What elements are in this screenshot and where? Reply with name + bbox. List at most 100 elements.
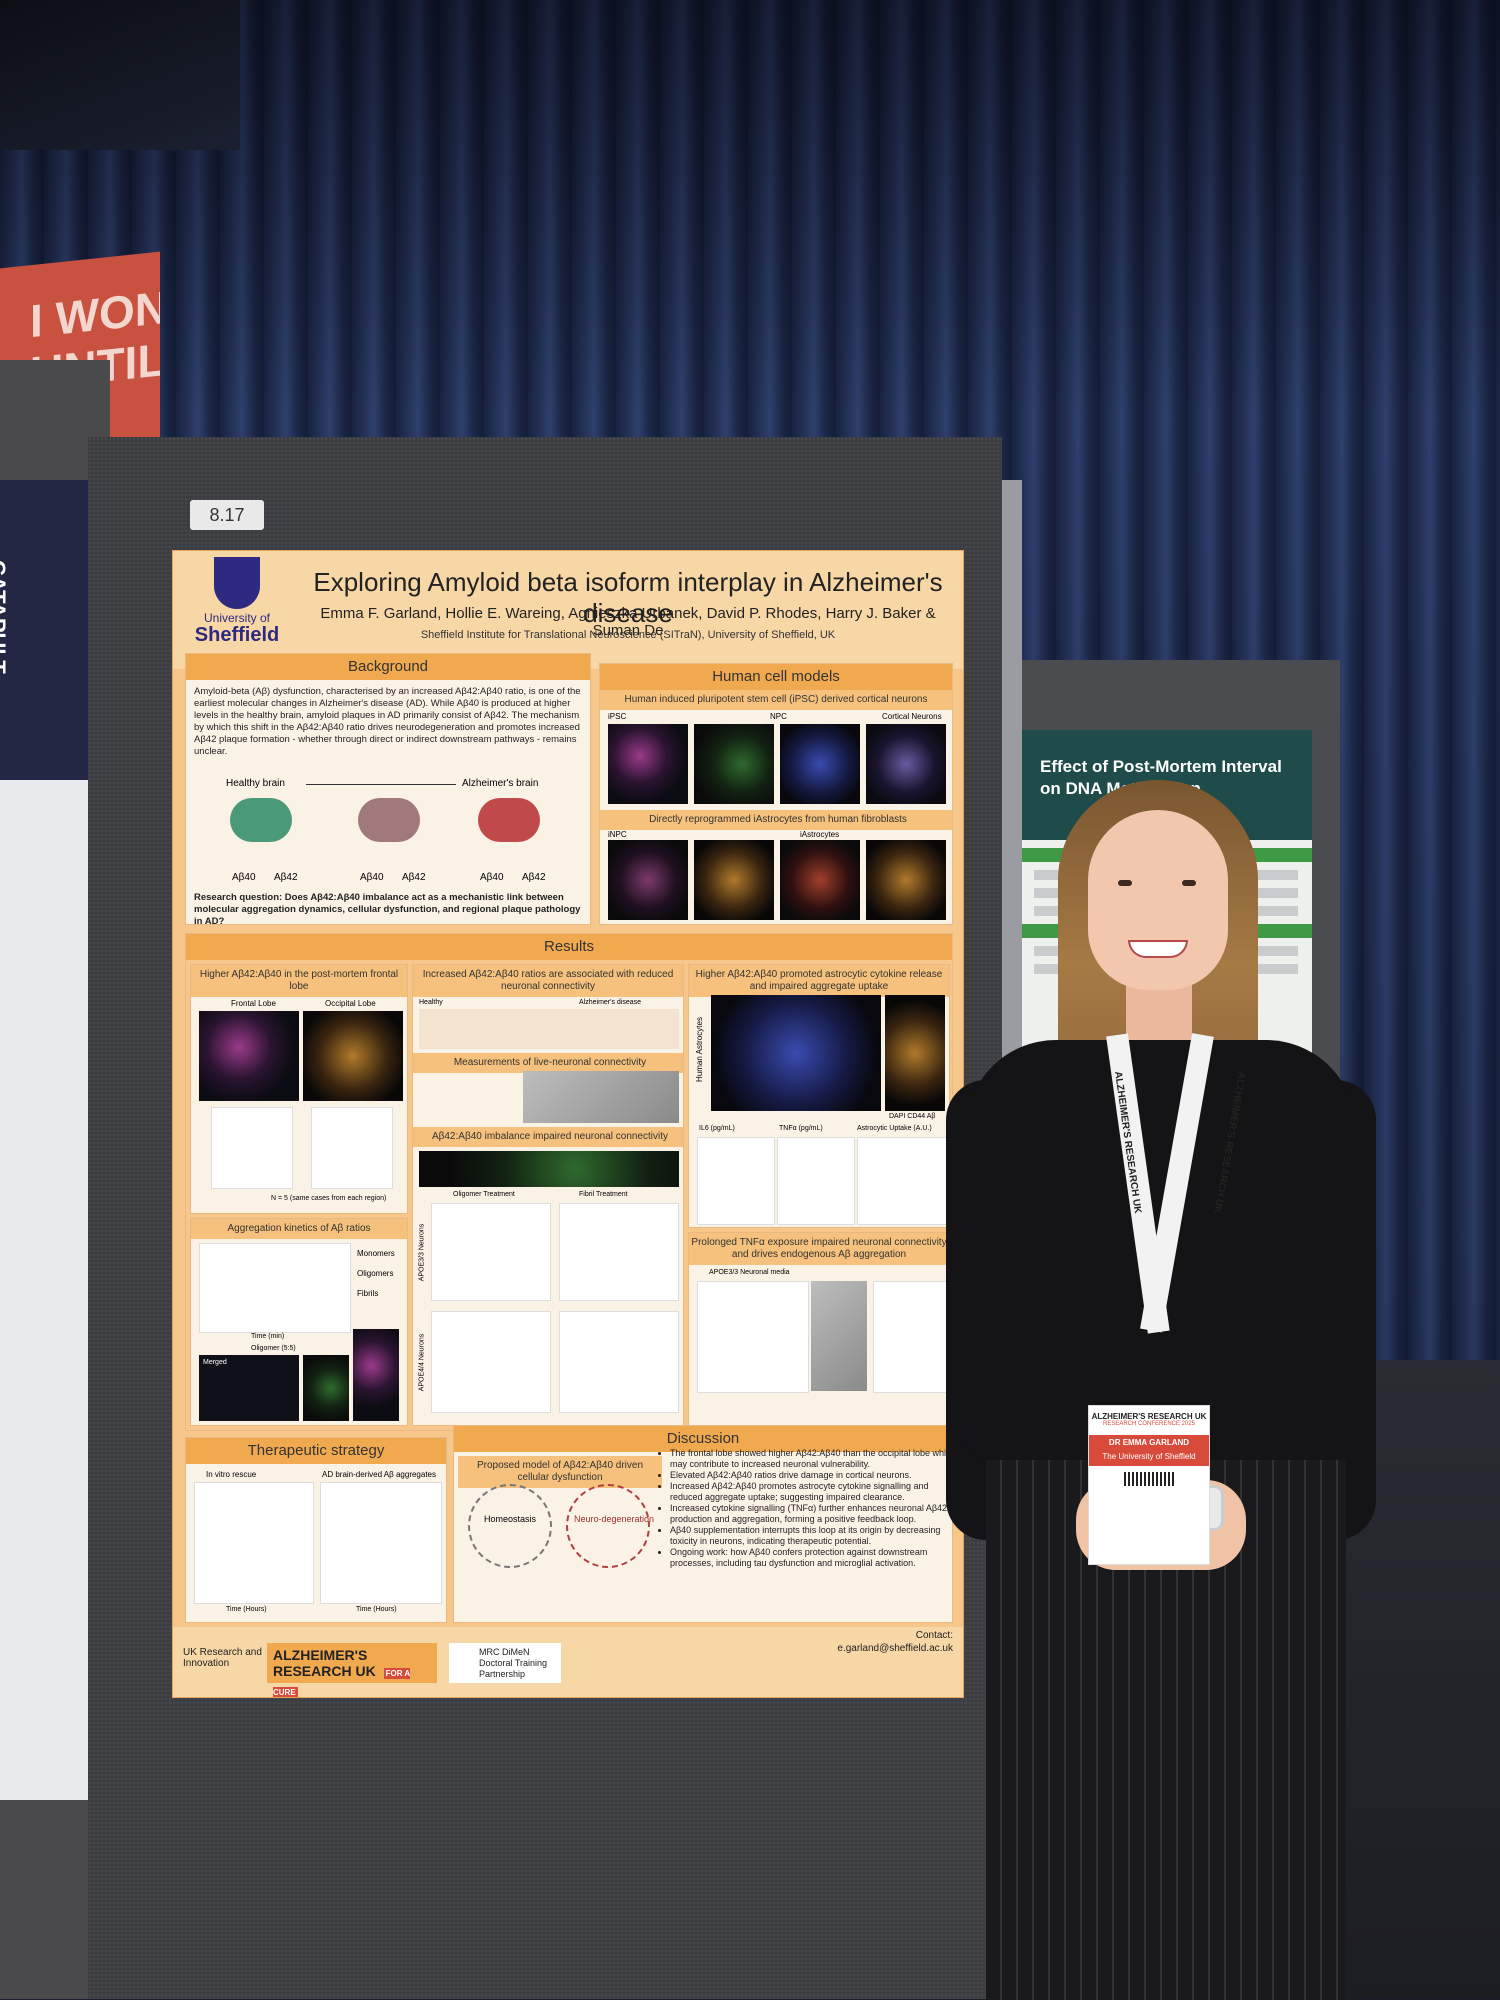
microscopy-image <box>608 724 688 804</box>
aruk-name: ALZHEIMER'S RESEARCH UK <box>273 1647 376 1679</box>
discussion-panel: Discussion Proposed model of Aβ42:Aβ40 d… <box>453 1425 953 1623</box>
ab40-label: Aβ40 <box>360 872 384 883</box>
ad-arrow-label: Alzheimer's disease <box>579 999 642 1006</box>
line-chart <box>194 1482 314 1604</box>
connectivity-panel: Increased Aβ42:Aβ40 ratios are associate… <box>412 964 684 1426</box>
ipsc-subheading: Human induced pluripotent stem cell (iPS… <box>600 690 952 710</box>
time-min-label: Time (min) <box>251 1333 285 1340</box>
iastro-subheading: Directly reprogrammed iAstrocytes from h… <box>600 810 952 830</box>
smile <box>1128 940 1188 958</box>
astrocyte-title: Higher Aβ42:Aβ40 promoted astrocytic cyt… <box>689 965 949 997</box>
in-vitro-label: In vitro rescue <box>206 1470 257 1479</box>
bar-chart <box>777 1137 855 1225</box>
qr-code-icon <box>1124 1472 1174 1486</box>
ceiling-rig <box>0 0 240 150</box>
poster-affiliation: Sheffield Institute for Translational Ne… <box>420 629 836 641</box>
background-panel: Background Amyloid-beta (Aβ) dysfunction… <box>185 653 591 925</box>
n-note: N = 5 (same cases from each region) <box>271 1195 387 1202</box>
poster-header: University of Sheffield Exploring Amyloi… <box>173 551 963 669</box>
phase-image <box>523 1071 679 1123</box>
therapeutic-heading: Therapeutic strategy <box>186 1438 446 1464</box>
healthy-label: Healthy <box>419 999 443 1006</box>
progression-arrow <box>306 784 456 785</box>
oligomer-label: Oligomer (5:5) <box>251 1345 296 1352</box>
monomers-label: Monomers <box>357 1249 395 1258</box>
model-title: Proposed model of Aβ42:Aβ40 driven cellu… <box>458 1456 662 1488</box>
university-logo: University of Sheffield <box>187 557 287 647</box>
aruk-logo: ALZHEIMER'S RESEARCH UK FOR A CURE <box>267 1643 437 1697</box>
ratio-diagram <box>419 1009 679 1049</box>
microscopy-image <box>353 1329 399 1421</box>
contact-block: Contact: e.garland@sheffield.ac.uk <box>603 1629 953 1655</box>
microscopy-image <box>608 840 688 920</box>
eye <box>1118 880 1132 886</box>
discussion-bullet: The frontal lobe showed higher Aβ42:Aβ40… <box>670 1448 952 1470</box>
uptake-label: Astrocytic Uptake (A.U.) <box>857 1125 932 1132</box>
discussion-bullet: Increased cytokine signalling (TNFα) fur… <box>670 1503 952 1525</box>
eye <box>1182 880 1196 886</box>
discussion-list: The frontal lobe showed higher Aβ42:Aβ40… <box>660 1448 952 1569</box>
line-chart <box>431 1203 551 1301</box>
contact-label: Contact: <box>915 1630 953 1641</box>
face <box>1088 810 1228 990</box>
left-poster-header: CATAPULT <box>0 480 100 780</box>
discussion-bullet: Ongoing work: how Aβ40 confers protectio… <box>670 1547 952 1569</box>
merged-label: Merged <box>203 1359 227 1366</box>
il6-label: IL6 (pg/mL) <box>699 1125 735 1132</box>
poster-authors: Emma F. Garland, Hollie E. Wareing, Agni… <box>320 605 936 639</box>
brain-icon <box>230 798 292 842</box>
left-poster: CATAPULT <box>0 480 100 1800</box>
ab42-label: Aβ42 <box>522 872 546 883</box>
microscopy-image <box>694 840 774 920</box>
neck <box>1126 980 1192 1050</box>
ad-brain-label: Alzheimer's brain <box>462 778 539 789</box>
microscopy-image <box>711 995 881 1111</box>
tnfa-label: TNFα (pg/mL) <box>779 1125 823 1132</box>
line-chart <box>559 1203 679 1301</box>
occipital-label: Occipital Lobe <box>325 999 376 1008</box>
discussion-heading: Discussion <box>454 1426 952 1452</box>
ab42-label: Aβ42 <box>402 872 426 883</box>
line-chart <box>559 1311 679 1413</box>
membrane-image <box>811 1281 867 1391</box>
live-neuronal-title: Measurements of live-neuronal connectivi… <box>413 1053 683 1073</box>
badge-org: ALZHEIMER'S RESEARCH UK <box>1091 1412 1207 1421</box>
research-poster: University of Sheffield Exploring Amyloi… <box>172 550 964 1698</box>
mrc-logo: MRC DiMeN Doctoral Training Partnership <box>449 1643 561 1683</box>
microscopy-image <box>866 840 946 920</box>
results-panel: Results Higher Aβ42:Aβ40 in the post-mor… <box>185 933 953 1431</box>
apoe44-label: APOE4/4 Neurons <box>418 1333 426 1392</box>
dapi-label: DAPI CD44 Aβ <box>889 1113 936 1120</box>
fibril-treatment-label: Fibril Treatment <box>579 1191 628 1198</box>
microscopy-image <box>694 724 774 804</box>
bar-chart <box>311 1107 393 1189</box>
astrocyte-panel: Higher Aβ42:Aβ40 promoted astrocytic cyt… <box>688 964 950 1228</box>
bar-chart <box>211 1107 293 1189</box>
bar-chart <box>857 1137 947 1225</box>
iastro-label: iAstrocytes <box>800 830 840 839</box>
shield-crest-icon <box>214 557 260 609</box>
apoe-media-label: APOE3/3 Neuronal media <box>709 1269 790 1276</box>
cycle-diagram <box>468 1484 552 1568</box>
results-heading: Results <box>186 934 952 960</box>
microscopy-image <box>885 995 945 1111</box>
poster-title: Exploring Amyloid beta isoform interplay… <box>313 567 943 628</box>
line-chart <box>320 1482 442 1604</box>
line-chart <box>431 1311 551 1413</box>
aggregation-title: Aggregation kinetics of Aβ ratios <box>191 1219 407 1239</box>
badge-affiliation: The University of Sheffield <box>1089 1450 1209 1466</box>
fibrils-label: Fibrils <box>357 1289 379 1298</box>
presenter: ALZHEIMER'S RESEARCH UK ALZHEIMER'S RESE… <box>946 780 1406 2000</box>
contact-email: e.garland@sheffield.ac.uk <box>837 1643 953 1654</box>
discussion-bullet: Elevated Aβ42:Aβ40 ratios drive damage i… <box>670 1470 952 1481</box>
university-line2: Sheffield <box>194 624 280 646</box>
background-heading: Background <box>186 654 590 680</box>
research-question: Research question: Does Aβ42:Aβ40 imbala… <box>194 892 581 925</box>
ab40-label: Aβ40 <box>480 872 504 883</box>
name-badge: ALZHEIMER'S RESEARCH UK RESEARCH CONFERE… <box>1088 1405 1210 1565</box>
ukri-logo: UK Research and Innovation <box>183 1647 262 1669</box>
board-number-tag: 8.17 <box>190 500 264 530</box>
frontal-lobe-panel: Higher Aβ42:Aβ40 in the post-mortem fron… <box>190 964 408 1214</box>
therapeutic-panel: Therapeutic strategy In vitro rescue AD … <box>185 1437 447 1623</box>
aggregation-panel: Aggregation kinetics of Aβ ratios Monome… <box>190 1218 408 1426</box>
